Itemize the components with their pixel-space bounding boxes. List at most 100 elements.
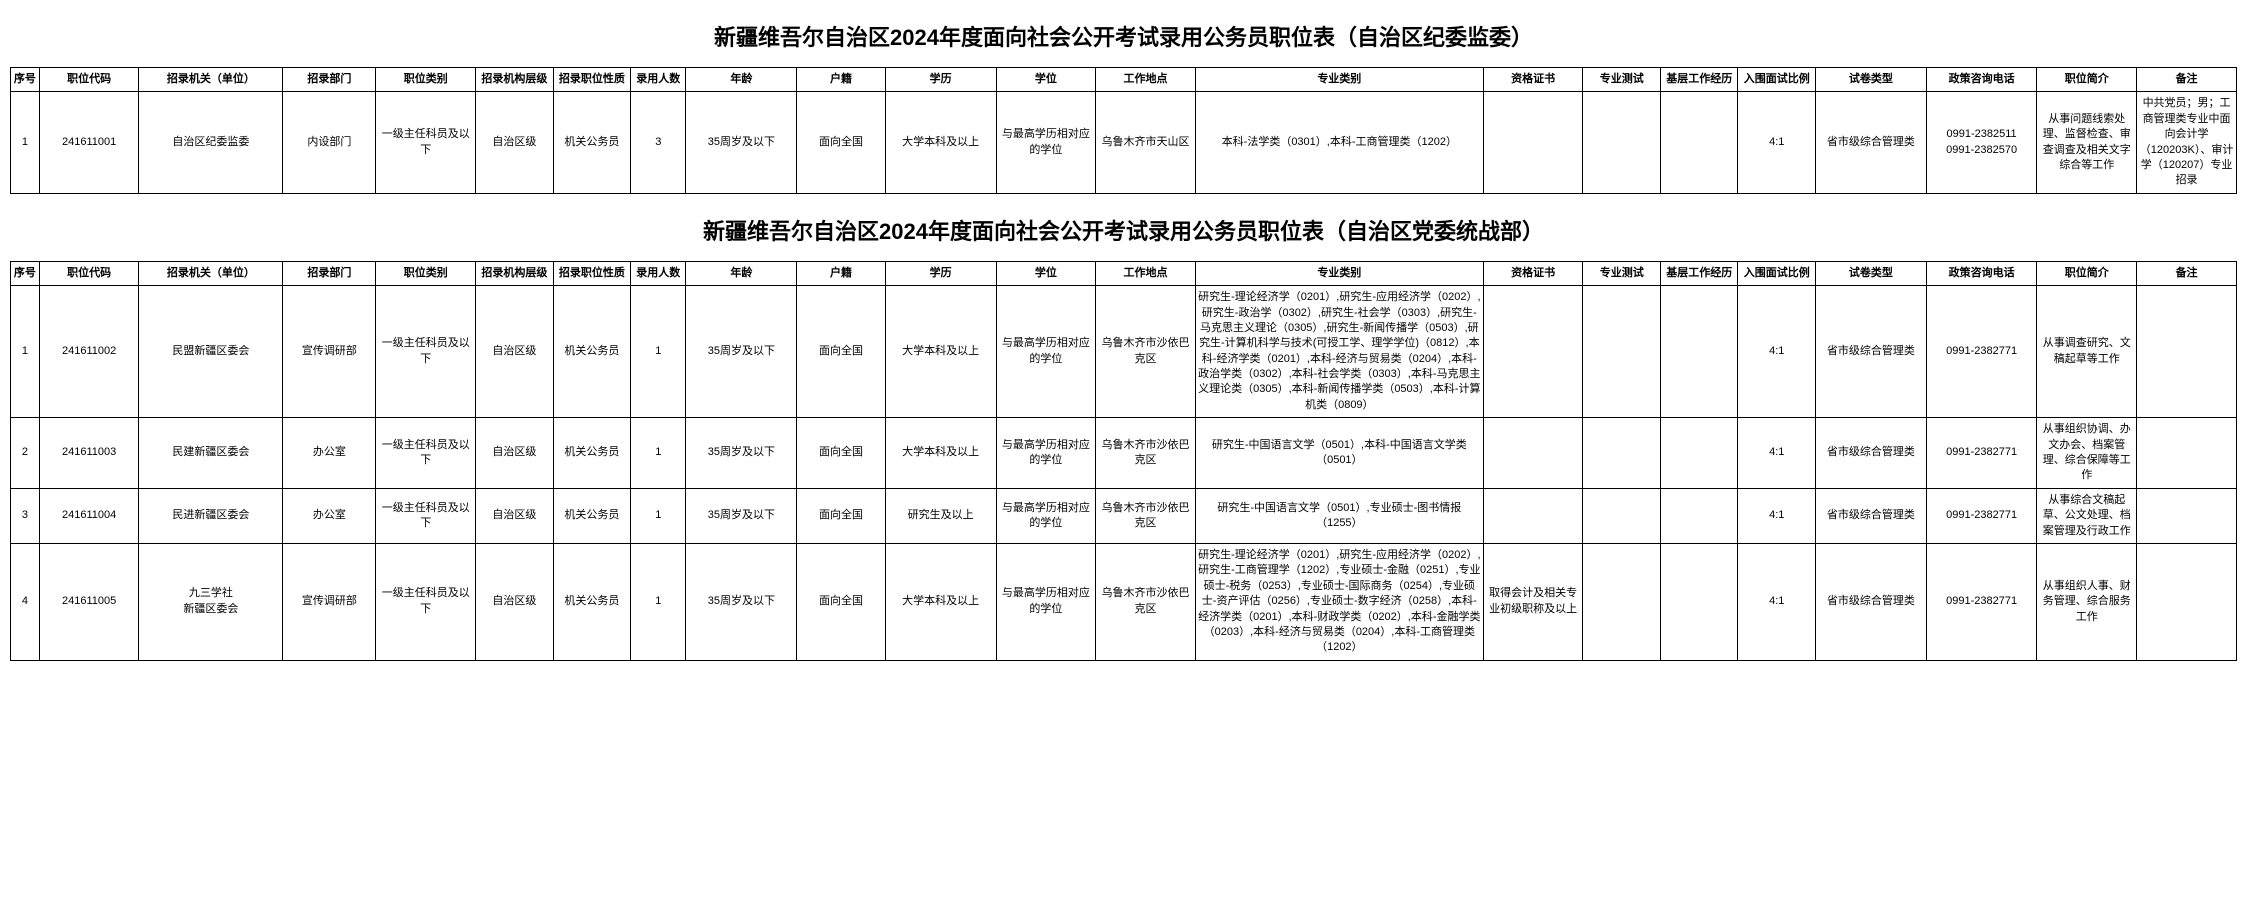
cell-ratio: 4:1: [1738, 92, 1816, 193]
cell-nature: 机关公务员: [553, 418, 631, 489]
cell-loc: 乌鲁木齐市沙依巴克区: [1096, 543, 1196, 660]
col-header: 专业类别: [1195, 68, 1483, 92]
col-header: 户籍: [797, 261, 886, 285]
col-header: 招录职位性质: [553, 68, 631, 92]
cell-level: 自治区级: [476, 418, 554, 489]
cell-cert: [1483, 418, 1583, 489]
cell-degree: 与最高学历相对应的学位: [996, 92, 1096, 193]
cell-dept: 宣传调研部: [283, 543, 376, 660]
cell-phone: 0991-2382771: [1926, 488, 2037, 543]
cell-age: 35周岁及以下: [686, 488, 797, 543]
positions-table: 序号职位代码招录机关（单位）招录部门职位类别招录机构层级招录职位性质录用人数年龄…: [10, 261, 2237, 661]
col-header: 职位代码: [39, 261, 139, 285]
cell-exam: 省市级综合管理类: [1816, 543, 1927, 660]
cell-type: 一级主任科员及以下: [376, 92, 476, 193]
col-header: 学位: [996, 261, 1096, 285]
cell-seq: 1: [11, 286, 40, 418]
cell-edu: 大学本科及以上: [885, 92, 996, 193]
cell-phone: 0991-23825110991-2382570: [1926, 92, 2037, 193]
cell-exam: 省市级综合管理类: [1816, 418, 1927, 489]
cell-loc: 乌鲁木齐市沙依巴克区: [1096, 286, 1196, 418]
cell-seq: 1: [11, 92, 40, 193]
cell-exam: 省市级综合管理类: [1816, 286, 1927, 418]
cell-cert: [1483, 92, 1583, 193]
cell-test: [1583, 286, 1661, 418]
cell-type: 一级主任科员及以下: [376, 488, 476, 543]
table-row: 3241611004民进新疆区委会办公室一级主任科员及以下自治区级机关公务员13…: [11, 488, 2237, 543]
cell-phone: 0991-2382771: [1926, 543, 2037, 660]
col-header: 职位简介: [2037, 261, 2137, 285]
col-header: 资格证书: [1483, 261, 1583, 285]
col-header: 职位代码: [39, 68, 139, 92]
cell-age: 35周岁及以下: [686, 286, 797, 418]
cell-loc: 乌鲁木齐市沙依巴克区: [1096, 418, 1196, 489]
table-row: 1241611002民盟新疆区委会宣传调研部一级主任科员及以下自治区级机关公务员…: [11, 286, 2237, 418]
col-header: 专业测试: [1583, 68, 1661, 92]
cell-degree: 与最高学历相对应的学位: [996, 543, 1096, 660]
cell-ratio: 4:1: [1738, 418, 1816, 489]
cell-type: 一级主任科员及以下: [376, 418, 476, 489]
col-header: 入围面试比例: [1738, 68, 1816, 92]
cell-level: 自治区级: [476, 488, 554, 543]
cell-seq: 2: [11, 418, 40, 489]
cell-code: 241611001: [39, 92, 139, 193]
positions-table: 序号职位代码招录机关（单位）招录部门职位类别招录机构层级招录职位性质录用人数年龄…: [10, 67, 2237, 194]
cell-phone: 0991-2382771: [1926, 286, 2037, 418]
col-header: 工作地点: [1096, 261, 1196, 285]
cell-loc: 乌鲁木齐市天山区: [1096, 92, 1196, 193]
table-row: 1241611001自治区纪委监委内设部门一级主任科员及以下自治区级机关公务员3…: [11, 92, 2237, 193]
col-header: 招录机构层级: [476, 261, 554, 285]
cell-brief: 从事问题线索处理、监督检查、审查调查及相关文字综合等工作: [2037, 92, 2137, 193]
cell-level: 自治区级: [476, 286, 554, 418]
cell-edu: 大学本科及以上: [885, 418, 996, 489]
cell-major: 研究生-理论经济学（0201）,研究生-应用经济学（0202）,研究生-工商管理…: [1195, 543, 1483, 660]
col-header: 录用人数: [631, 261, 686, 285]
cell-test: [1583, 418, 1661, 489]
cell-note: 中共党员；男；工商管理类专业中面向会计学（120203K）、审计学（120207…: [2137, 92, 2237, 193]
cell-hukou: 面向全国: [797, 418, 886, 489]
cell-degree: 与最高学历相对应的学位: [996, 286, 1096, 418]
col-header: 工作地点: [1096, 68, 1196, 92]
cell-exp: [1660, 286, 1738, 418]
col-header: 录用人数: [631, 68, 686, 92]
cell-test: [1583, 543, 1661, 660]
col-header: 试卷类型: [1816, 261, 1927, 285]
col-header: 招录部门: [283, 68, 376, 92]
cell-num: 3: [631, 92, 686, 193]
cell-brief: 从事调查研究、文稿起草等工作: [2037, 286, 2137, 418]
cell-phone: 0991-2382771: [1926, 418, 2037, 489]
cell-age: 35周岁及以下: [686, 92, 797, 193]
cell-ratio: 4:1: [1738, 286, 1816, 418]
col-header: 政策咨询电话: [1926, 261, 2037, 285]
table-row: 4241611005九三学社新疆区委会宣传调研部一级主任科员及以下自治区级机关公…: [11, 543, 2237, 660]
cell-note: [2137, 488, 2237, 543]
cell-num: 1: [631, 543, 686, 660]
cell-org: 民进新疆区委会: [139, 488, 283, 543]
col-header: 年龄: [686, 68, 797, 92]
cell-exp: [1660, 488, 1738, 543]
col-header: 专业类别: [1195, 261, 1483, 285]
col-header: 招录机构层级: [476, 68, 554, 92]
cell-nature: 机关公务员: [553, 543, 631, 660]
cell-major: 研究生-理论经济学（0201）,研究生-应用经济学（0202）,研究生-政治学（…: [1195, 286, 1483, 418]
cell-exam: 省市级综合管理类: [1816, 488, 1927, 543]
cell-major: 研究生-中国语言文学（0501）,本科-中国语言文学类（0501）: [1195, 418, 1483, 489]
cell-nature: 机关公务员: [553, 488, 631, 543]
cell-org: 九三学社新疆区委会: [139, 543, 283, 660]
cell-age: 35周岁及以下: [686, 543, 797, 660]
col-header: 招录职位性质: [553, 261, 631, 285]
cell-code: 241611004: [39, 488, 139, 543]
cell-code: 241611002: [39, 286, 139, 418]
col-header: 备注: [2137, 68, 2237, 92]
cell-cert: [1483, 286, 1583, 418]
col-header: 试卷类型: [1816, 68, 1927, 92]
cell-code: 241611005: [39, 543, 139, 660]
cell-dept: 办公室: [283, 488, 376, 543]
col-header: 资格证书: [1483, 68, 1583, 92]
col-header: 招录机关（单位）: [139, 261, 283, 285]
col-header: 招录部门: [283, 261, 376, 285]
cell-nature: 机关公务员: [553, 286, 631, 418]
cell-type: 一级主任科员及以下: [376, 286, 476, 418]
cell-ratio: 4:1: [1738, 543, 1816, 660]
col-header: 基层工作经历: [1660, 68, 1738, 92]
